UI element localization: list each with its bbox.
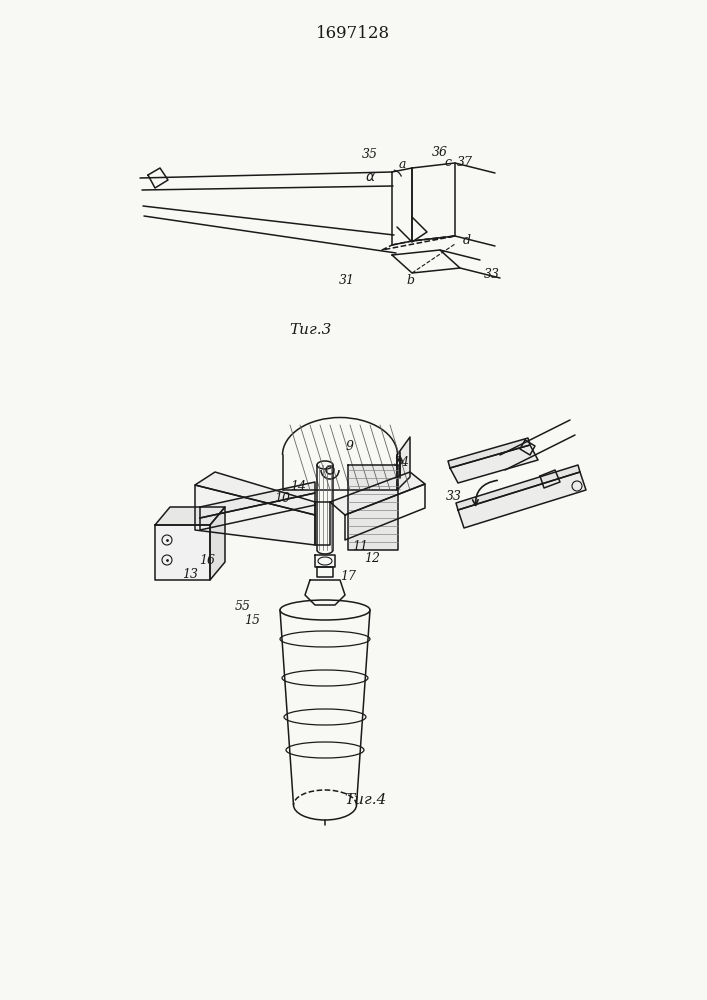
- Text: 13: 13: [182, 568, 198, 582]
- Text: 12: 12: [364, 552, 380, 564]
- Text: Τиг.4: Τиг.4: [344, 793, 386, 807]
- Polygon shape: [210, 507, 225, 580]
- Text: 33: 33: [446, 490, 462, 504]
- Text: 17: 17: [340, 570, 356, 584]
- Text: 36: 36: [432, 146, 448, 159]
- Polygon shape: [155, 507, 225, 525]
- Text: Τиг.3: Τиг.3: [289, 323, 331, 337]
- Text: $\alpha$: $\alpha$: [365, 170, 375, 184]
- Polygon shape: [155, 525, 210, 580]
- Text: 33: 33: [484, 268, 500, 282]
- Text: 15: 15: [244, 613, 260, 626]
- Polygon shape: [330, 472, 425, 515]
- Text: 1697128: 1697128: [317, 25, 390, 42]
- Text: c: c: [445, 155, 452, 168]
- Text: 35: 35: [362, 148, 378, 161]
- Text: 9: 9: [346, 440, 354, 454]
- Text: 34: 34: [394, 456, 410, 468]
- Polygon shape: [200, 482, 315, 518]
- Polygon shape: [448, 438, 530, 468]
- Text: 11: 11: [352, 540, 368, 554]
- Text: 10: 10: [274, 491, 290, 504]
- Polygon shape: [348, 465, 398, 550]
- Text: 31: 31: [339, 273, 355, 286]
- Text: 55: 55: [235, 600, 251, 613]
- Text: d: d: [463, 234, 471, 247]
- Polygon shape: [458, 472, 586, 528]
- Polygon shape: [456, 465, 580, 510]
- Polygon shape: [397, 437, 410, 490]
- Polygon shape: [450, 445, 538, 483]
- Polygon shape: [195, 472, 315, 515]
- Text: a: a: [398, 158, 406, 172]
- Text: b: b: [406, 273, 414, 286]
- Text: 16: 16: [199, 554, 215, 566]
- Polygon shape: [195, 485, 315, 545]
- Text: 37: 37: [457, 155, 473, 168]
- Text: 14: 14: [290, 481, 306, 493]
